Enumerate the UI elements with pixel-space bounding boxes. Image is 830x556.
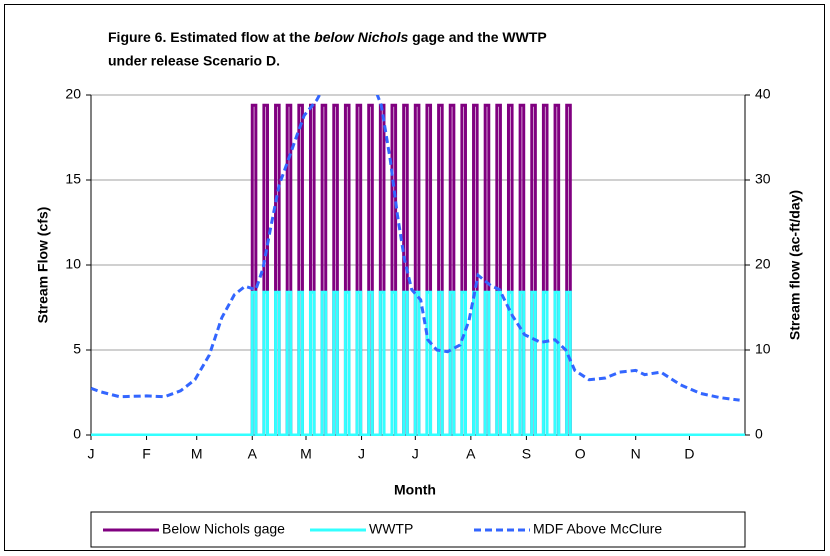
- x-tick-label: A: [248, 446, 258, 462]
- y-axis-label: Stream Flow (cfs): [35, 207, 51, 324]
- x-tick-label: J: [88, 446, 95, 462]
- y2-tick-label: 40: [755, 86, 771, 102]
- chart-title: Figure 6. Estimated flow at the below Ni…: [108, 29, 547, 45]
- legend-label: Below Nichols gage: [162, 521, 285, 537]
- x-tick-label: S: [522, 446, 531, 462]
- x-tick-label: M: [300, 446, 312, 462]
- series-line: [91, 290, 745, 436]
- title-part: below Nichols: [314, 29, 408, 45]
- x-tick-label: O: [575, 446, 586, 462]
- y-tick-label: 0: [73, 426, 81, 442]
- y2-tick-label: 0: [755, 426, 763, 442]
- y2-tick-label: 20: [755, 256, 771, 272]
- x-tick-label: J: [358, 446, 365, 462]
- legend-box: [90, 511, 746, 548]
- chart-title: under release Scenario D.: [108, 53, 280, 69]
- x-tick-label: F: [142, 446, 151, 462]
- series-line: [91, 95, 740, 402]
- title-part: gage and the WWTP: [412, 29, 547, 45]
- legend-label: MDF Above McClure: [533, 521, 662, 537]
- x-tick-label: N: [631, 446, 641, 462]
- x-tick-label: J: [412, 446, 419, 462]
- x-axis-label: Month: [394, 482, 436, 498]
- legend-label: WWTP: [369, 521, 413, 537]
- plot-area: [91, 95, 745, 436]
- x-tick-label: D: [684, 446, 694, 462]
- y-tick-label: 15: [65, 171, 81, 187]
- y-tick-label: 20: [65, 86, 81, 102]
- x-tick-label: M: [191, 446, 203, 462]
- title-part: Figure 6. Estimated flow at the: [108, 29, 310, 45]
- y2-tick-label: 30: [755, 171, 771, 187]
- y2-axis-label: Stream flow (ac-ft/day): [787, 190, 803, 340]
- x-tick-label: A: [466, 446, 476, 462]
- y-tick-label: 10: [65, 256, 81, 272]
- y2-tick-label: 10: [755, 341, 771, 357]
- y-tick-label: 5: [73, 341, 81, 357]
